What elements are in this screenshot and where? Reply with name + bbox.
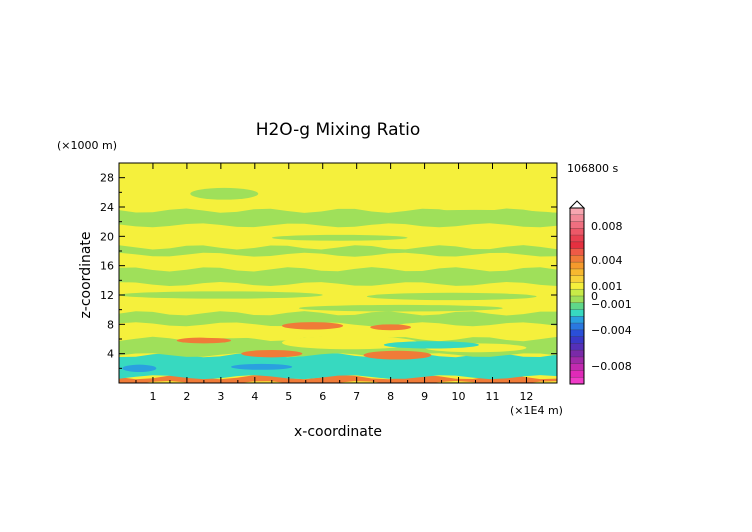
x-tick-label: 10 [452,390,466,403]
y-axis-label: z-coordinate [78,231,94,318]
colorbar-step [570,255,584,263]
colorbar-step [570,221,584,229]
colorbar-step [570,208,584,216]
colorbar-frame [569,207,585,385]
contour-blob [173,328,282,339]
y-tick-label: 24 [100,201,114,214]
colorbar-step [570,343,584,351]
contour-blob [370,324,411,331]
colorbar-step [570,309,584,317]
time-label: 106800 s [567,162,618,175]
colorbar-step [570,302,584,310]
x-tick-label: 12 [519,390,533,403]
plot-area [119,163,557,383]
colorbar-step [570,316,584,324]
colorbar-step [570,329,584,337]
colorbar-top-arrow [568,200,586,209]
colorbar-step [570,323,584,331]
contour-blob [241,350,303,358]
plot-frame [118,162,558,384]
y-axis-ticks: 4 8 12 16 20 24 28 [100,172,557,369]
colorbar-label: −0.001 [591,298,632,311]
contour-band [119,353,557,380]
colorbar-label: 0.008 [591,220,623,233]
x-tick-label: 8 [387,390,394,403]
x-tick-label: 3 [217,390,224,403]
contour-blob [366,292,537,301]
contour-band [119,245,557,257]
colorbar-step [570,350,584,358]
y-tick-label: 20 [100,230,114,243]
contour-blob [231,363,293,370]
contour-band [119,267,557,286]
colorbar-step [570,214,584,222]
x-tick-label: 7 [353,390,360,403]
contour-blob [390,209,557,219]
x-tick-label: 11 [485,390,499,403]
contour-band [119,374,557,383]
contour-blob [363,350,432,360]
colorbar-label: 0.001 [591,280,623,293]
x-tick-label: 4 [251,390,258,403]
colorbar-step [570,363,584,371]
chart-title: H2O-g Mixing Ratio [256,120,421,140]
x-tick-label: 1 [149,390,156,403]
x-axis-label: x-coordinate [294,424,382,440]
colorbar-step [570,241,584,249]
colorbar-step [570,296,584,304]
contour-blob [190,187,259,200]
colorbar-step [570,228,584,236]
x-tick-label: 6 [319,390,326,403]
colorbar-step [570,289,584,297]
colorbar-step [570,235,584,243]
colorbar-label: −0.008 [591,360,632,373]
colorbar-step [570,336,584,344]
y-tick-label: 16 [100,260,114,273]
contour-blob [298,304,503,312]
y-tick-label: 4 [107,348,114,361]
x-axis-ticks: 1 2 3 4 5 6 7 8 9 10 11 12 [135,163,544,403]
x-tick-label: 2 [183,390,190,403]
contour-blob [122,364,157,373]
contour-blob [119,291,323,299]
colorbar-step [570,377,584,385]
colorbar-step [570,356,584,364]
y-tick-label: 28 [100,172,114,185]
y-tick-label: 12 [100,289,114,302]
colorbar-step [570,282,584,290]
colorbar-step [570,370,584,378]
contour-blob [383,341,479,349]
y-axis-unit: (×1000 m) [57,139,117,152]
x-tick-label: 5 [285,390,292,403]
x-tick-label: 9 [421,390,428,403]
colorbar-step [570,262,584,270]
colorbar-label: 0 [591,290,598,303]
contour-band [119,311,557,327]
x-axis-unit: (×1E4 m) [510,404,563,417]
contour-blob [281,322,344,330]
contour-blob [281,336,418,350]
contour-blob [176,337,232,344]
contour-blob [271,234,408,241]
colorbar-step [570,268,584,276]
y-tick-label: 8 [107,318,114,331]
colorbar-label: 0.004 [591,254,623,267]
colorbar-label: −0.004 [591,324,632,337]
colorbar-step [570,248,584,256]
colorbar-step [570,275,584,283]
